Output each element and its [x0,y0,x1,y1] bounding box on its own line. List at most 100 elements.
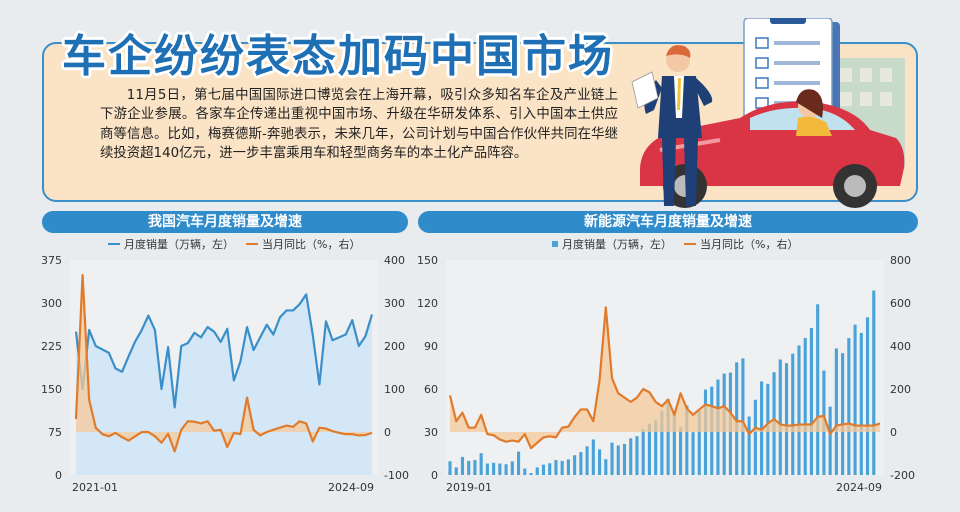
bar [778,359,782,475]
bar [735,362,739,475]
bar [541,464,546,475]
bar [629,438,633,475]
bar [853,324,857,475]
bar [753,399,757,475]
bar [529,473,533,475]
bar [797,345,801,475]
right-tick-label: 100 [384,383,405,396]
bar [460,456,465,475]
chart-title-right: 新能源汽车月度销量及增速 [418,211,918,233]
bar [859,332,863,475]
woman-icon [796,89,832,136]
series-line [448,306,881,450]
bar [635,436,639,475]
left-tick-label: 300 [41,297,62,310]
bar [703,389,708,475]
bar [872,290,876,475]
bar [672,413,676,475]
legend-entry: 当月同比（%，右） [262,237,360,251]
left-tick-label: 120 [417,297,438,310]
bar [448,461,452,475]
businessman-icon [631,45,713,206]
series-line [74,293,374,409]
page-title: 车企纷纷表态加码中国市场 [62,31,614,82]
bar [834,348,838,475]
bar [784,363,789,475]
left-tick-label: 60 [424,383,438,396]
right-tick-label: 600 [890,297,911,310]
series-area [76,275,372,452]
bar [647,423,651,475]
right-tick-label: -200 [890,469,915,482]
bar [679,427,683,475]
bar [610,442,614,475]
article-body: 11月5日，第七届中国国际进口博览会在上海开幕，吸引众多知名车企及产业链上下游企… [100,88,618,162]
bar [747,416,751,475]
right-tick-label: -100 [384,469,409,482]
bar [485,463,489,475]
right-tick-label: 200 [890,383,911,396]
chart-title-left: 我国汽车月度销量及增速 [42,211,408,233]
bar [535,467,539,475]
bar [666,398,670,475]
bar [473,460,477,475]
right-tick-label: 800 [890,254,911,267]
legend-entry: 月度销量（万辆，左） [124,237,234,251]
bar [865,317,870,475]
left-tick-label: 30 [424,426,438,439]
bar [697,410,701,475]
bar [791,353,795,475]
bar [479,453,483,475]
left-tick-label: 375 [41,254,62,267]
left-tick-label: 150 [41,383,62,396]
x-start-label: 2019-01 [446,481,492,494]
x-start-label: 2021-01 [72,481,118,494]
left-tick-label: 75 [48,426,62,439]
bar [516,451,521,475]
bar [654,420,658,475]
left-tick-label: 150 [417,254,438,267]
bar [560,460,564,475]
x-end-label: 2024-09 [836,481,882,494]
bar [523,468,527,475]
right-tick-label: 300 [384,297,405,310]
bar [828,406,832,475]
bar [504,464,508,475]
bar [566,459,570,475]
bar [579,452,583,475]
bar [741,358,745,475]
x-end-label: 2024-09 [328,481,374,494]
right-tick-label: 400 [384,254,405,267]
bar [492,462,496,475]
left-tick-label: 90 [424,340,438,353]
bar [809,327,814,475]
legend-entry: 当月同比（%，右） [700,237,798,251]
bar [803,337,807,475]
bar [691,432,695,475]
bar [616,445,620,475]
bar [598,449,602,475]
bar [847,338,851,475]
right-tick-label: 200 [384,340,405,353]
bar [498,463,502,475]
right-tick-label: 0 [890,426,897,439]
bar [554,460,558,475]
bar [841,353,845,475]
bar [622,443,627,475]
legend-swatch [552,241,558,247]
bar [660,410,664,475]
right-tick-label: 400 [890,340,911,353]
series-line [74,273,373,453]
bar [760,381,764,475]
bar [604,459,608,475]
bar [816,304,820,475]
bar [548,463,552,475]
bar [685,405,689,475]
left-tick-label: 0 [55,469,62,482]
bar [641,428,645,475]
bar [454,467,458,475]
bar [510,461,514,475]
car-illustration [631,18,905,208]
